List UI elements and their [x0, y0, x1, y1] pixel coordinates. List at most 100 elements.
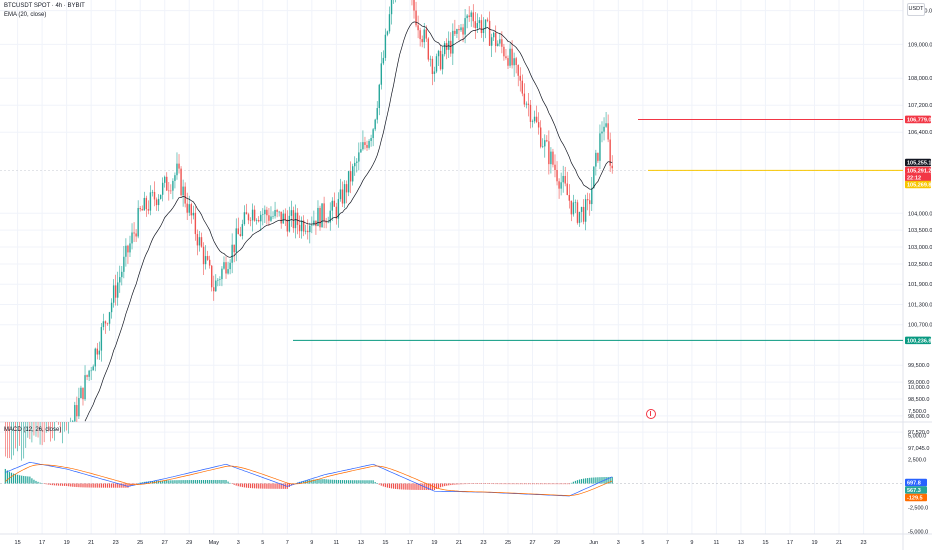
candle-body[interactable]	[345, 184, 348, 193]
candle-body[interactable]	[460, 27, 462, 31]
candle-body[interactable]	[609, 139, 611, 166]
candle-body[interactable]	[155, 199, 158, 206]
candle-body[interactable]	[266, 209, 268, 216]
candle-body[interactable]	[294, 212, 297, 229]
candle-body[interactable]	[172, 180, 174, 191]
candle-body[interactable]	[117, 282, 119, 298]
candle-body[interactable]	[161, 182, 164, 195]
candle-body[interactable]	[98, 350, 101, 355]
ema-legend[interactable]: EMA (20, close)	[4, 12, 47, 18]
candle-body[interactable]	[292, 210, 295, 229]
candle-body[interactable]	[245, 212, 248, 215]
candle-body[interactable]	[145, 197, 148, 210]
candle-body[interactable]	[151, 191, 154, 193]
candle-body[interactable]	[356, 161, 358, 163]
candle-body[interactable]	[94, 348, 96, 367]
candle-body[interactable]	[591, 188, 593, 205]
candle-body[interactable]	[539, 127, 542, 147]
candle-body[interactable]	[523, 93, 526, 105]
candle-body[interactable]	[106, 323, 109, 325]
candle-body[interactable]	[282, 213, 284, 224]
candle-body[interactable]	[425, 29, 427, 39]
candle-body[interactable]	[159, 194, 162, 199]
candle-body[interactable]	[305, 230, 307, 232]
candle-body[interactable]	[568, 195, 570, 201]
candle-body[interactable]	[566, 183, 568, 196]
candle-body[interactable]	[480, 20, 483, 34]
candle-body[interactable]	[531, 121, 534, 122]
candle-body[interactable]	[515, 58, 517, 66]
candle-body[interactable]	[264, 209, 266, 215]
candle-body[interactable]	[258, 220, 260, 222]
candle-body[interactable]	[503, 46, 505, 57]
candle-body[interactable]	[548, 141, 550, 165]
macd-legend[interactable]: MACD (12, 26, close)	[4, 427, 62, 433]
candle-body[interactable]	[337, 199, 340, 219]
candle-body[interactable]	[288, 215, 291, 232]
candle-body[interactable]	[133, 232, 135, 234]
candle-body[interactable]	[147, 209, 150, 211]
candle-body[interactable]	[509, 48, 511, 66]
candle-body[interactable]	[482, 28, 485, 34]
candle-body[interactable]	[439, 50, 442, 70]
candle-body[interactable]	[429, 58, 432, 60]
candle-body[interactable]	[211, 265, 213, 288]
candle-body[interactable]	[96, 348, 98, 355]
candle-body[interactable]	[521, 80, 524, 94]
candle-body[interactable]	[368, 140, 370, 148]
candle-body[interactable]	[597, 152, 599, 161]
candle-body[interactable]	[497, 43, 499, 47]
candle-body[interactable]	[168, 190, 170, 192]
candle-body[interactable]	[178, 163, 180, 169]
reset-view-icon[interactable]	[646, 409, 656, 419]
candle-body[interactable]	[290, 210, 293, 216]
candle-body[interactable]	[605, 123, 607, 127]
candle-body[interactable]	[378, 84, 380, 109]
candle-body[interactable]	[339, 189, 342, 200]
candle-body[interactable]	[535, 116, 538, 123]
candle-body[interactable]	[468, 15, 470, 17]
candle-body[interactable]	[237, 228, 239, 235]
candle-body[interactable]	[382, 57, 385, 64]
candle-body[interactable]	[249, 220, 252, 221]
candle-body[interactable]	[208, 259, 211, 266]
candle-body[interactable]	[86, 375, 88, 377]
candle-body[interactable]	[141, 209, 143, 211]
candle-body[interactable]	[225, 262, 227, 274]
candle-body[interactable]	[286, 219, 289, 232]
candle-body[interactable]	[501, 39, 503, 47]
candle-body[interactable]	[593, 166, 595, 189]
candle-body[interactable]	[213, 287, 215, 292]
candle-body[interactable]	[499, 39, 501, 44]
candle-body[interactable]	[143, 197, 145, 211]
candle-body[interactable]	[307, 230, 309, 233]
candle-body[interactable]	[558, 181, 560, 189]
candle-body[interactable]	[519, 75, 521, 81]
candle-body[interactable]	[390, 0, 393, 15]
candle-body[interactable]	[223, 262, 225, 269]
candle-body[interactable]	[542, 146, 544, 147]
candle-body[interactable]	[149, 192, 152, 211]
candle-body[interactable]	[200, 237, 203, 247]
candle-body[interactable]	[127, 245, 129, 253]
candle-body[interactable]	[80, 387, 82, 399]
candle-body[interactable]	[484, 19, 487, 29]
candle-body[interactable]	[84, 375, 86, 400]
candle-body[interactable]	[233, 244, 235, 253]
candle-body[interactable]	[603, 126, 605, 132]
candle-body[interactable]	[595, 152, 597, 167]
candle-body[interactable]	[556, 170, 558, 182]
candle-body[interactable]	[452, 30, 454, 54]
candle-body[interactable]	[419, 30, 421, 40]
candle-body[interactable]	[537, 122, 540, 128]
candle-body[interactable]	[129, 243, 131, 253]
candle-body[interactable]	[454, 30, 456, 34]
candle-body[interactable]	[370, 138, 372, 141]
candle-body[interactable]	[333, 200, 336, 207]
candle-body[interactable]	[274, 210, 276, 217]
candle-body[interactable]	[341, 189, 344, 204]
candle-body[interactable]	[456, 29, 458, 34]
candle-body[interactable]	[131, 232, 133, 244]
candle-body[interactable]	[110, 302, 113, 313]
